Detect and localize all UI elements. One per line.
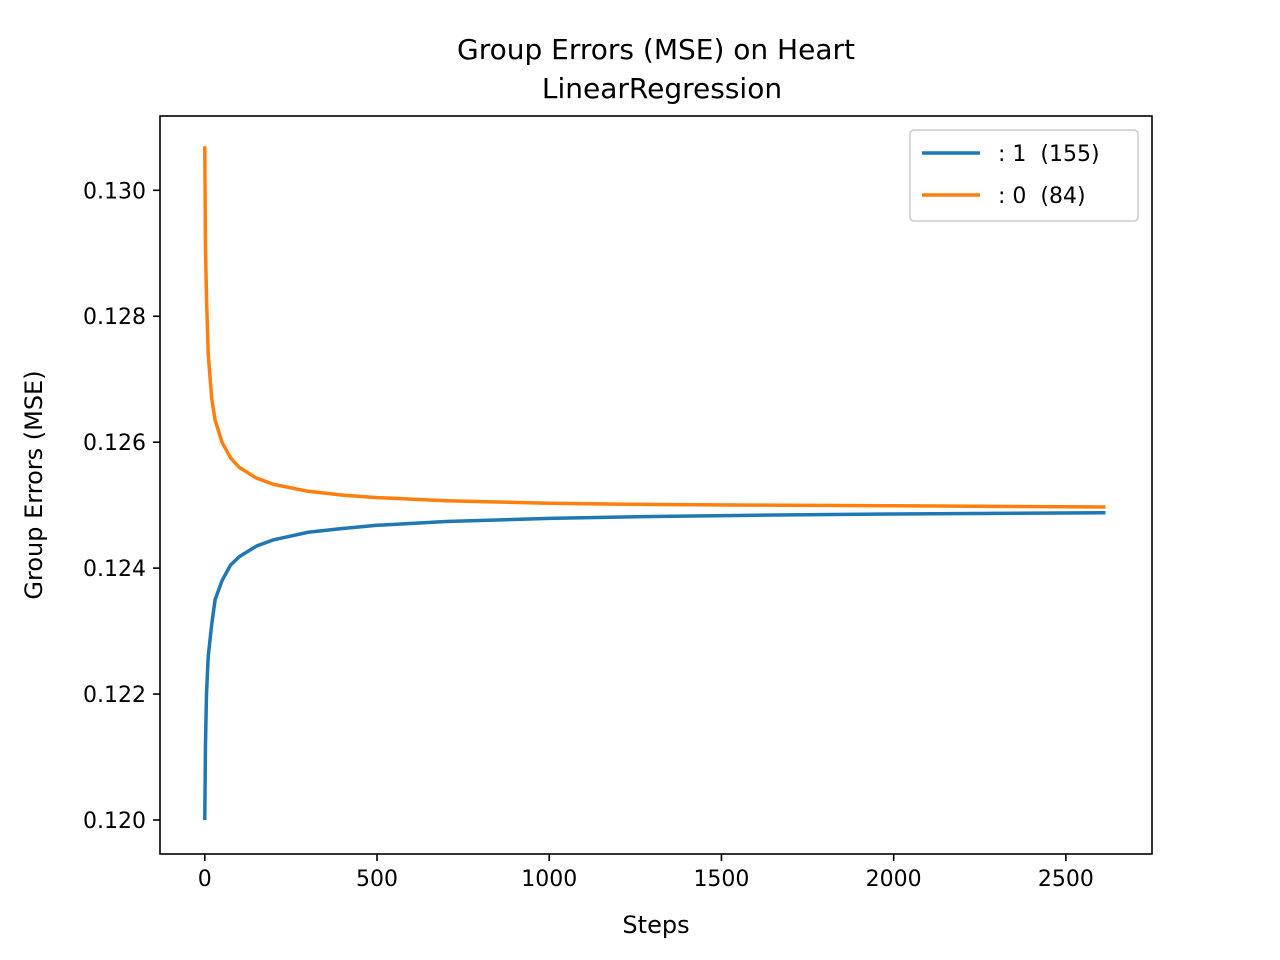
chart-title: Group Errors (MSE) on Heart [457, 33, 855, 66]
x-tick-label: 2000 [866, 867, 922, 892]
chart-subtitle: LinearRegression [542, 72, 782, 105]
y-axis-ticks: 0.120 0.122 0.124 0.126 0.128 0.130 [83, 179, 160, 834]
plot-area-frame [159, 115, 1153, 855]
x-tick-label: 1500 [693, 867, 749, 892]
x-axis-ticks: 0 500 1000 1500 2000 2500 [198, 854, 1094, 892]
y-tick-label: 0.130 [83, 179, 146, 204]
y-tick-label: 0.124 [83, 557, 146, 582]
x-tick-label: 500 [356, 867, 398, 892]
y-tick-label: 0.122 [83, 683, 146, 708]
legend-label-series-1: : 1 (155) [998, 142, 1100, 167]
legend-label-series-0: : 0 (84) [998, 184, 1086, 209]
series-layer [203, 146, 1106, 821]
series-line-0 [203, 146, 1106, 509]
x-tick-label: 0 [198, 867, 212, 892]
y-tick-label: 0.128 [83, 305, 146, 330]
y-tick-label: 0.120 [83, 809, 146, 834]
x-axis-label: Steps [622, 911, 689, 939]
series-line-1 [203, 510, 1106, 821]
y-tick-label: 0.126 [83, 431, 146, 456]
legend: : 1 (155) : 0 (84) [909, 129, 1139, 222]
x-tick-label: 2500 [1038, 867, 1094, 892]
x-tick-label: 1000 [521, 867, 577, 892]
y-axis-label: Group Errors (MSE) [20, 370, 48, 599]
